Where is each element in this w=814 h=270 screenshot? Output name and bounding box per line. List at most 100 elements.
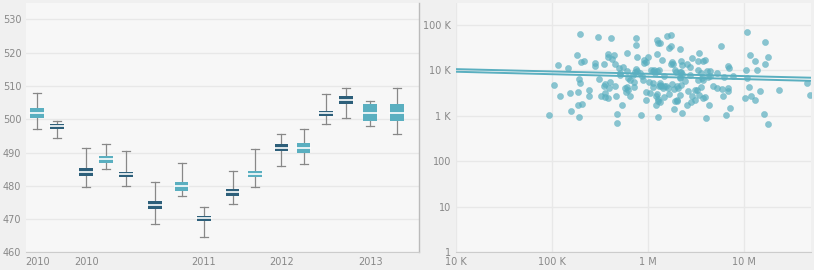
Point [749, 98, 762, 102]
Point [681, 89, 694, 93]
Point [657, 86, 670, 90]
Point [644, 68, 657, 72]
Point [599, 90, 612, 95]
Point [610, 112, 624, 116]
Point [575, 60, 588, 65]
Point [619, 86, 632, 90]
Point [675, 111, 688, 116]
Point [745, 93, 758, 98]
Point [619, 89, 632, 94]
Point [624, 94, 637, 98]
Point [669, 70, 682, 74]
Point [650, 103, 663, 107]
Point [698, 58, 711, 63]
Point [574, 80, 587, 85]
Point [639, 98, 652, 103]
Point [679, 79, 692, 83]
Point [628, 85, 641, 89]
Point [602, 52, 615, 56]
Point [673, 75, 686, 79]
Point [653, 68, 666, 72]
Point [666, 60, 679, 64]
Point [739, 68, 752, 72]
Point [697, 78, 710, 83]
Point [694, 70, 707, 75]
Point [565, 109, 578, 113]
Point [642, 80, 655, 84]
Point [662, 86, 675, 90]
Point [592, 77, 605, 81]
Point [630, 55, 643, 59]
Point [711, 86, 724, 90]
Point [551, 62, 564, 67]
Point [684, 65, 697, 69]
Point [654, 100, 667, 104]
Point [602, 55, 615, 59]
Point [630, 69, 643, 73]
Point [629, 69, 642, 74]
Point [721, 86, 734, 90]
Point [627, 73, 640, 77]
Point [554, 93, 567, 98]
Bar [339, 96, 352, 104]
Point [692, 78, 705, 82]
Point [666, 81, 679, 86]
Point [651, 69, 664, 73]
Point [674, 76, 687, 80]
Point [717, 75, 730, 79]
Point [667, 62, 680, 67]
Point [681, 103, 694, 107]
Point [751, 68, 764, 72]
Bar [50, 124, 64, 129]
Point [700, 116, 713, 120]
Bar [197, 216, 211, 221]
Point [714, 44, 727, 48]
Point [650, 38, 663, 42]
Point [671, 99, 684, 103]
Bar [248, 171, 261, 177]
Point [675, 72, 688, 76]
Point [610, 94, 623, 99]
Point [693, 93, 706, 97]
Point [800, 81, 813, 85]
Point [757, 111, 770, 116]
Point [721, 89, 734, 93]
Bar [390, 104, 404, 121]
Point [608, 84, 621, 89]
Point [758, 39, 771, 44]
Bar [30, 108, 44, 118]
Point [651, 99, 664, 103]
Point [573, 77, 586, 81]
Point [654, 81, 667, 85]
Point [740, 30, 753, 34]
Point [658, 95, 671, 99]
Point [692, 59, 705, 63]
Point [754, 89, 767, 93]
Point [589, 63, 602, 68]
Point [609, 62, 622, 66]
Point [597, 84, 610, 89]
Point [606, 57, 619, 61]
Point [605, 36, 618, 40]
Point [646, 85, 659, 89]
Point [651, 41, 664, 45]
Point [663, 46, 676, 50]
Point [630, 67, 643, 71]
Point [612, 66, 625, 70]
Bar [297, 143, 310, 153]
Bar [119, 172, 133, 177]
Point [563, 91, 576, 96]
Point [653, 84, 666, 89]
Point [657, 74, 670, 78]
Point [660, 34, 673, 38]
Point [654, 84, 667, 88]
Point [698, 95, 711, 99]
Point [575, 102, 589, 106]
Point [598, 94, 611, 99]
Point [665, 62, 678, 66]
Point [653, 83, 666, 87]
Point [743, 53, 756, 58]
Point [616, 65, 629, 70]
Point [803, 93, 814, 98]
Point [577, 59, 590, 63]
